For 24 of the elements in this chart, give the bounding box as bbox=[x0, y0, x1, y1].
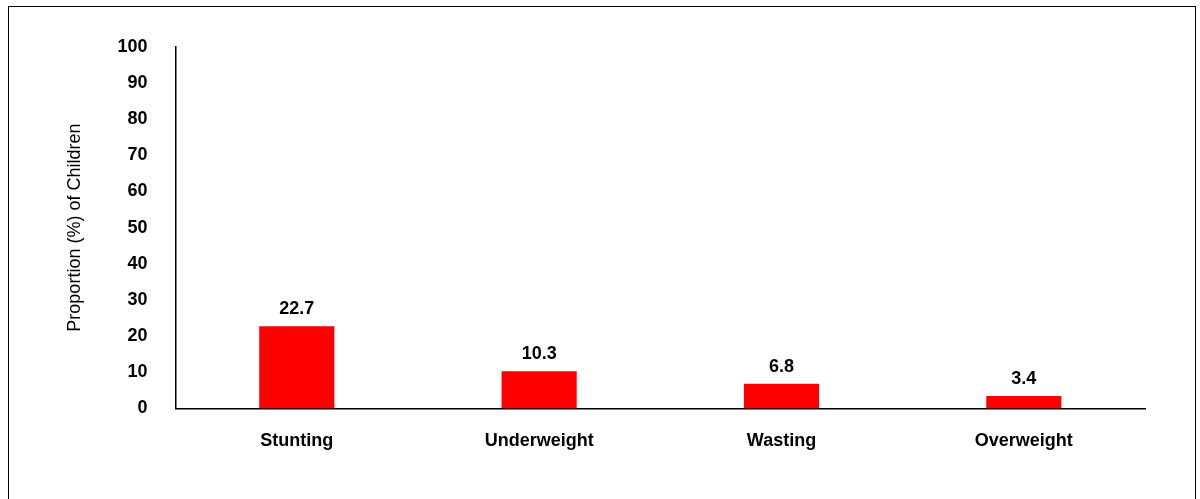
data-label: 6.8 bbox=[768, 355, 794, 376]
x-tick-label: Stunting bbox=[260, 430, 334, 451]
y-axis-title: Proportion (%) of Children bbox=[63, 123, 84, 332]
bar bbox=[743, 383, 820, 409]
y-tick-label: 20 bbox=[127, 325, 148, 346]
y-tick-label: 80 bbox=[127, 108, 148, 129]
x-tick-label: Overweight bbox=[974, 430, 1073, 451]
y-tick-label: 100 bbox=[117, 35, 148, 56]
y-tick-label: 70 bbox=[127, 144, 148, 165]
data-label: 10.3 bbox=[521, 343, 557, 364]
data-label: 3.4 bbox=[1011, 368, 1037, 389]
data-label: 22.7 bbox=[279, 298, 315, 319]
bar bbox=[259, 326, 335, 409]
y-tick-label: 50 bbox=[127, 216, 148, 237]
y-tick-label: 90 bbox=[127, 71, 148, 92]
y-tick-label: 40 bbox=[127, 252, 148, 273]
y-tick-label: 0 bbox=[137, 397, 148, 418]
x-tick-label: Wasting bbox=[746, 430, 817, 451]
y-tick-label: 10 bbox=[127, 361, 148, 382]
y-tick-label: 30 bbox=[127, 288, 148, 309]
bar bbox=[501, 371, 577, 409]
x-tick-label: Underweight bbox=[484, 430, 594, 451]
y-tick-label: 60 bbox=[127, 180, 148, 201]
bar bbox=[986, 396, 1062, 409]
